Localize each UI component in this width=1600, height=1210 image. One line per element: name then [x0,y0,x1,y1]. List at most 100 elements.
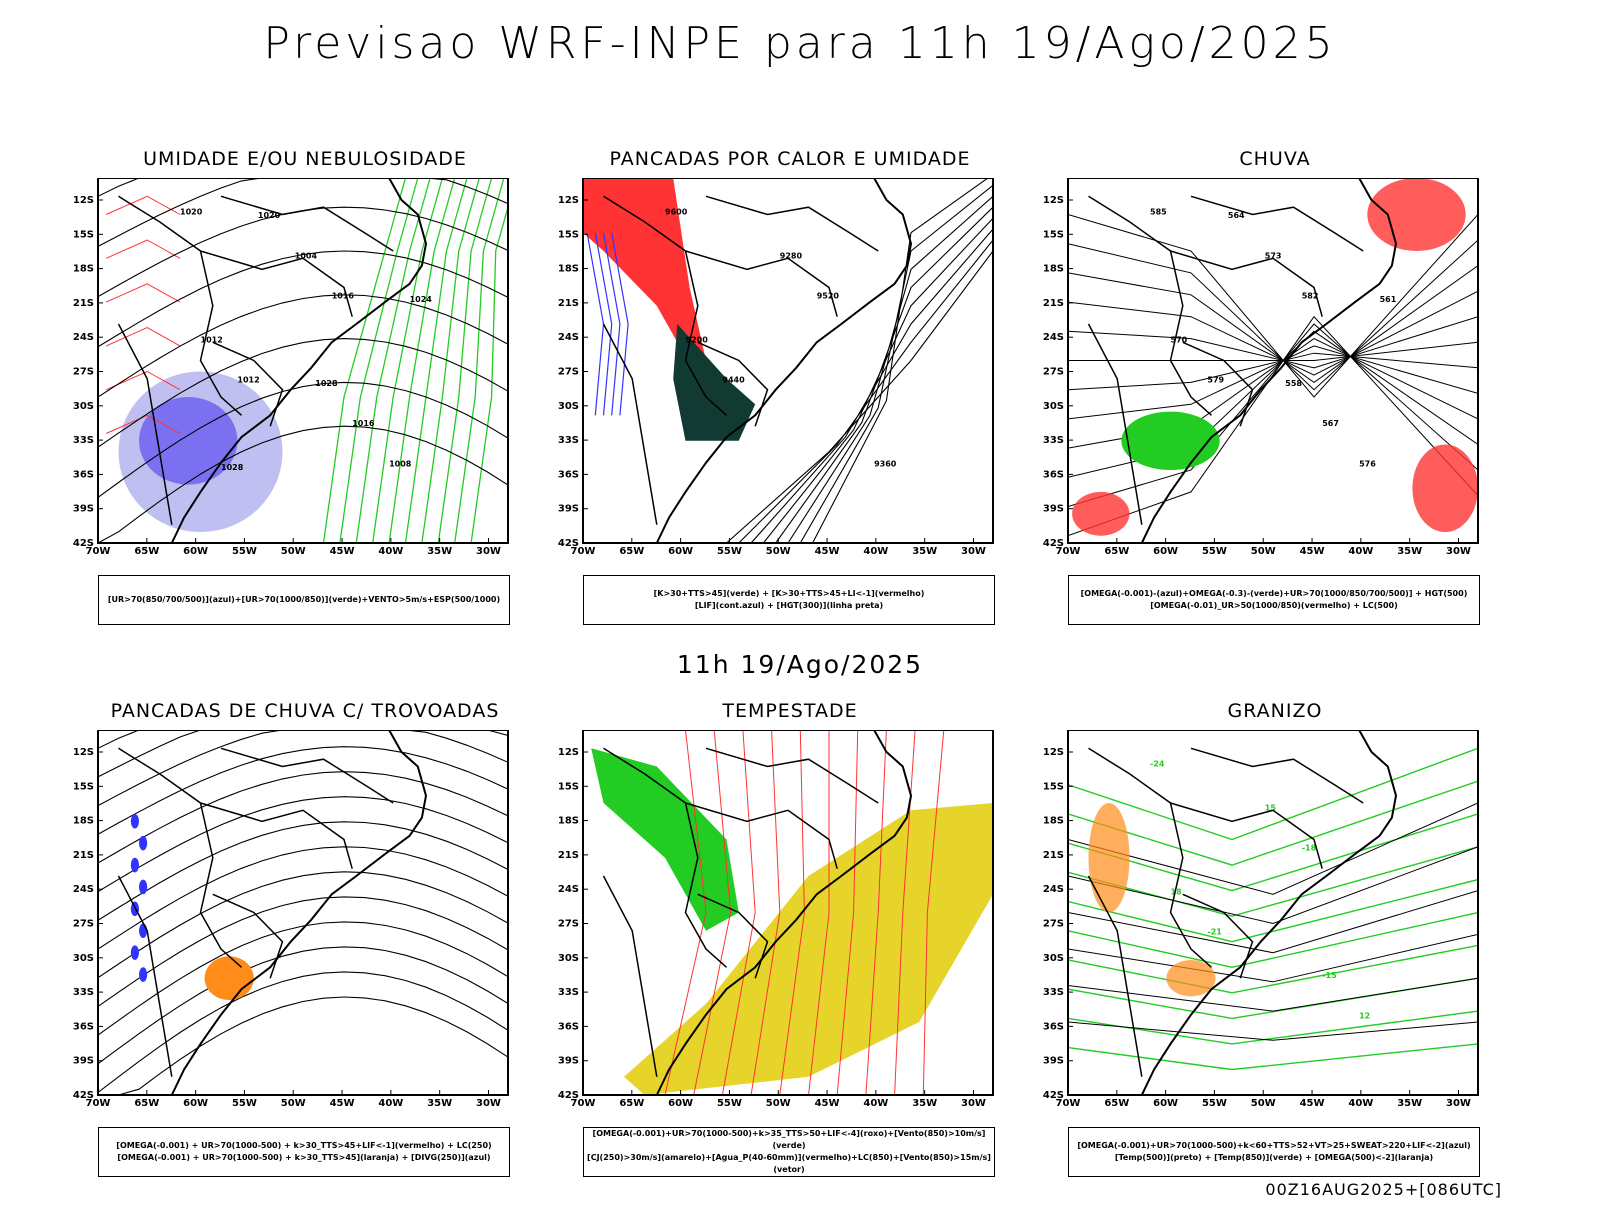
red-contour [693,730,732,1095]
lat-tick-label: 42S [73,538,94,549]
lat-tick-label: 18S [73,264,94,275]
green-contour [454,178,505,543]
lat-tick-label: 30S [1043,401,1064,412]
panel-title: PANCADAS DE CHUVA C/ TROVOADAS [110,700,500,722]
humidity-shade [139,397,238,485]
lat-tick-label: 36S [1043,1021,1064,1032]
lat-tick-label: 30S [558,953,579,964]
country-border [1087,875,1143,1077]
coastline [1140,730,1398,1095]
lat-tick-label: 15S [73,781,94,792]
contour-label: 1028 [221,463,244,472]
lat-tick-label: 18S [1043,264,1064,275]
contour-label: 570 [1171,335,1188,344]
contour-label: 576 [1359,459,1376,468]
green-contour [470,204,508,543]
map-plot: -24 -18 -21 12 15 18 -15 12S 15S 18S 21S 24S 27S 30S 3… [1043,730,1479,1109]
country-border [118,195,242,416]
lat-tick-label: 36S [1043,469,1064,480]
red-region [583,178,706,379]
map-layer: 1020 1016 1012 1008 1004 1012 1016 1020 1024 1028… [98,178,508,543]
green-contour [437,178,493,543]
lon-tick-label: 30W [1446,546,1471,557]
lon-tick-label: 60W [668,546,693,557]
green-contour [1068,747,1478,841]
lon-tick-label: 60W [183,1098,208,1109]
lat-tick-label: 33S [73,435,94,446]
geopotential-contour [1068,352,1478,391]
lat-tick-label: 30S [1043,953,1064,964]
legend-line: [Temp(500)](preto) + [Temp(850)](verde) … [1114,1153,1434,1162]
streamline [98,771,508,864]
contour-label: 1020 [180,208,203,217]
lat-tick-label: 42S [558,1090,579,1101]
contour-label: 579 [1207,375,1224,384]
lat-tick-label: 24S [1043,332,1064,343]
panel-legend: [UR>70(850/700/500)](azul)+[UR>70(1000/8… [98,575,510,625]
lat-tick-label: 36S [558,1021,579,1032]
contour-label: -21 [1207,927,1222,936]
panel-legend: [OMEGA(-0.001)+UR>70(1000-500)+k>35_TTS>… [583,1127,995,1177]
country-border [1190,747,1364,804]
lon-tick-label: 45W [330,1098,355,1109]
streamline [98,921,508,1036]
plot-frame [1067,730,1479,1096]
blue-shade [130,813,139,829]
red-shade [1072,491,1130,536]
lat-tick-label: 36S [558,469,579,480]
lat-tick-label: 12S [558,747,579,758]
green-contour [1068,878,1478,943]
lat-tick-label: 27S [1043,367,1064,378]
blue-shade [130,857,139,873]
lon-tick-label: 50W [281,546,306,557]
lat-tick-label: 39S [73,1056,94,1067]
lon-tick-label: 35W [427,1098,452,1109]
map-layer: 585 582 579 576 573 570 567 564 561 558 [1068,178,1478,543]
lat-tick-label: 18S [73,816,94,827]
map-layer [583,730,993,1095]
panel-title: GRANIZO [1227,700,1323,722]
geopotential-contour [1068,323,1478,507]
lat-tick-label: 21S [73,850,94,861]
streamline [98,746,508,835]
country-border [1088,195,1212,416]
contour-label: 18 [1171,887,1183,896]
black-contour [1068,890,1478,954]
height-contour [812,178,989,543]
lat-tick-label: 15S [558,781,579,792]
lon-tick-label: 70W [1056,546,1081,557]
lat-tick-label: 12S [558,195,579,206]
lat-tick-label: 27S [558,919,579,930]
red-contour [922,730,945,1095]
contour-label: 9200 [686,335,709,344]
geopotential-contour [1068,265,1478,384]
green-contour [421,178,480,543]
country-border [117,875,173,1077]
lat-tick-label: 24S [558,332,579,343]
height-contour [750,228,993,543]
contour-label: 561 [1380,295,1397,304]
lon-tick-label: 60W [183,546,208,557]
red-contour [750,730,781,1095]
contour-label: 9440 [722,375,745,384]
lat-tick-label: 30S [73,953,94,964]
contour-label: 1012 [237,375,259,384]
geopotential-contour [1068,345,1478,420]
lon-tick-label: 55W [1202,546,1227,557]
panel-legend: [K>30+TTS>45](verde) + [K>30+TTS>45+LI<-… [583,575,995,625]
lon-tick-label: 40W [863,546,888,557]
lon-tick-label: 60W [1153,1098,1178,1109]
blue-contour [602,232,621,416]
contour-label: 1016 [352,419,375,428]
country-border [1182,893,1254,979]
red-contour [836,730,859,1095]
contour-label: -15 [1322,971,1337,980]
lat-tick-label: 18S [558,264,579,275]
country-border [697,341,769,427]
panel-granizo: GRANIZO -24 -18 -21 12 15 18 -15 12S 15S 18S 21S 24… [1020,700,1530,1210]
jet-stream-region [624,803,993,1095]
green-contour [1068,911,1478,969]
contour-label: -18 [1302,843,1317,852]
red-contour [105,239,181,259]
lon-tick-label: 70W [1056,1098,1081,1109]
